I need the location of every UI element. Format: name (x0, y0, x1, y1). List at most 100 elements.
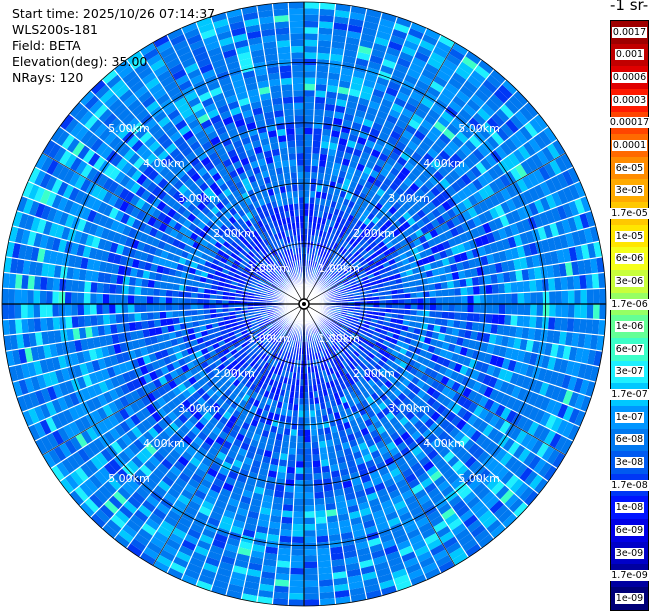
radar-cell (454, 288, 461, 297)
radar-cell (316, 523, 328, 530)
radar-cell (59, 291, 66, 304)
radar-cell (529, 280, 536, 292)
radar-cell (486, 314, 493, 324)
radar-cell (455, 296, 462, 304)
radar-cell (314, 103, 325, 110)
radar-cell (304, 411, 310, 418)
radar-cell (442, 296, 449, 304)
radar-cell (290, 568, 304, 575)
radar-cell (536, 279, 543, 292)
radar-cell (103, 283, 110, 294)
radar-cell (296, 449, 304, 456)
radar-cell (109, 314, 116, 325)
radar-cell (295, 474, 304, 481)
radar-cell (436, 304, 443, 311)
radar-cell (166, 297, 173, 304)
radar-cell (304, 128, 313, 135)
radar-cell (292, 530, 304, 537)
radar-cell (435, 290, 442, 298)
radar-cell (278, 548, 292, 555)
radar-cell (286, 467, 295, 474)
radar-cell (493, 304, 500, 314)
radar-cell (304, 109, 314, 116)
radar-cell (28, 318, 35, 333)
radar-cell (294, 499, 305, 506)
radar-cell (52, 291, 59, 304)
radar-cell (317, 53, 331, 60)
radar-cell (191, 298, 197, 304)
radar-cell (511, 304, 518, 315)
radar-cell (290, 562, 304, 569)
radar-cell (287, 460, 296, 467)
radar-cell (321, 466, 331, 473)
radar-cell (21, 289, 28, 304)
radar-cell (90, 315, 97, 327)
radar-cell (135, 321, 142, 331)
radar-cell (466, 277, 473, 287)
radar-cell (304, 430, 311, 436)
radar-cell (311, 166, 319, 173)
radar-cell (284, 486, 294, 493)
radar-cell (411, 298, 418, 304)
radar-cell (311, 442, 319, 449)
radar-cell (304, 555, 318, 562)
radar-cell (291, 543, 304, 550)
radar-cell (511, 282, 518, 294)
radar-cell (21, 319, 28, 334)
radar-cell (315, 511, 327, 518)
radar-cell (318, 28, 333, 35)
radar-cell (319, 592, 335, 600)
radar-cell (455, 304, 462, 312)
radar-cell (312, 153, 320, 160)
radar-cell (562, 304, 569, 318)
radar-cell (499, 304, 506, 315)
radar-cell (318, 567, 333, 574)
radar-cell (411, 304, 418, 310)
radar-cell (549, 291, 556, 304)
radar-cell (555, 304, 562, 318)
radar-cell (561, 276, 568, 290)
radar-cell (312, 454, 321, 461)
radar-cell (65, 279, 72, 292)
radar-cell (314, 109, 325, 116)
radar-cell (449, 304, 456, 312)
radar-cell (314, 498, 325, 505)
radar-cell (97, 282, 104, 293)
radar-cell (449, 296, 456, 304)
radar-cell (290, 435, 298, 442)
radar-cell (304, 172, 311, 178)
radar-cell (313, 467, 322, 474)
radar-cell (304, 518, 316, 525)
radar-cell (141, 287, 148, 296)
radar-cell (529, 316, 536, 328)
radar-cell (567, 318, 574, 333)
radar-cell (304, 493, 314, 500)
radar-cell (518, 293, 525, 305)
radar-cell (568, 304, 575, 318)
radar-cell (573, 275, 580, 290)
radar-cell (78, 304, 85, 316)
radar-cell (304, 543, 317, 550)
radar-cell (319, 586, 335, 593)
radar-cell (461, 295, 468, 304)
radar-cell (561, 318, 568, 332)
radar-cell (185, 298, 191, 304)
radar-cell (96, 293, 103, 304)
radar-cell (312, 141, 321, 148)
radar-cell (304, 549, 317, 556)
radar-cell (316, 536, 329, 543)
radar-cell (316, 72, 328, 79)
radar-cell (116, 314, 123, 324)
radar-cell (312, 147, 321, 154)
radar-cell (599, 288, 606, 304)
radar-cell (46, 291, 53, 305)
radar-cell (141, 312, 148, 321)
radar-cell (40, 276, 47, 290)
radar-cell (109, 294, 116, 304)
radar-cell (115, 304, 122, 314)
radar-cell (313, 128, 323, 135)
radar-cell (147, 296, 154, 304)
radar-cell (128, 295, 135, 304)
radar-cell (8, 304, 15, 320)
radar-cell (295, 461, 304, 468)
